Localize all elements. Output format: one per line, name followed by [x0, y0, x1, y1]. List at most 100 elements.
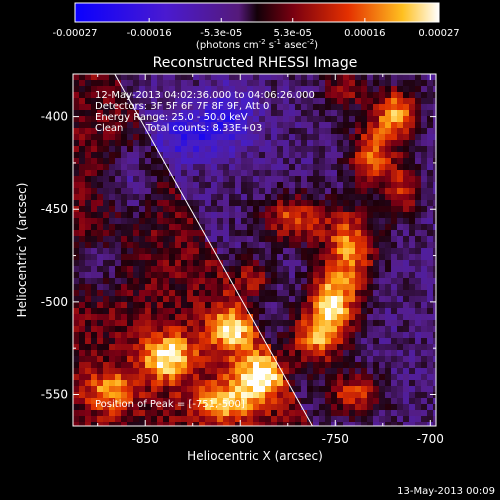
heatmap-cell: [415, 296, 422, 303]
heatmap-cell: [133, 320, 140, 327]
heatmap-cell: [145, 398, 152, 405]
heatmap-cell: [133, 188, 140, 195]
heatmap-cell: [163, 176, 170, 183]
heatmap-cell: [397, 158, 404, 165]
heatmap-cell: [391, 80, 398, 87]
heatmap-cell: [277, 368, 284, 375]
heatmap-cell: [331, 236, 338, 243]
heatmap-cell: [133, 212, 140, 219]
heatmap-cell: [109, 170, 116, 177]
heatmap-cell: [199, 86, 206, 93]
heatmap-cell: [199, 128, 206, 135]
heatmap-cell: [181, 302, 188, 309]
heatmap-cell: [193, 158, 200, 165]
heatmap-cell: [337, 170, 344, 177]
heatmap-cell: [175, 416, 182, 423]
heatmap-cell: [103, 356, 110, 363]
heatmap-cell: [121, 302, 128, 309]
heatmap-cell: [427, 302, 434, 309]
heatmap-cell: [187, 368, 194, 375]
heatmap-cell: [397, 128, 404, 135]
heatmap-cell: [181, 404, 188, 411]
heatmap-cell: [409, 392, 416, 399]
heatmap-cell: [397, 92, 404, 99]
heatmap-cell: [307, 326, 314, 333]
heatmap-cell: [325, 386, 332, 393]
heatmap-cell: [187, 236, 194, 243]
heatmap-cell: [361, 326, 368, 333]
heatmap-cell: [373, 266, 380, 273]
heatmap-cell: [247, 332, 254, 339]
heatmap-cell: [115, 350, 122, 357]
heatmap-cell: [109, 98, 116, 105]
heatmap-cell: [247, 416, 254, 423]
heatmap-cell: [415, 158, 422, 165]
heatmap-cell: [229, 368, 236, 375]
heatmap-cell: [379, 116, 386, 123]
heatmap-cell: [247, 326, 254, 333]
heatmap-cell: [361, 398, 368, 405]
heatmap-cell: [265, 314, 272, 321]
heatmap-cell: [151, 356, 158, 363]
heatmap-cell: [355, 362, 362, 369]
heatmap-cell: [139, 374, 146, 381]
heatmap-cell: [103, 362, 110, 369]
heatmap-cell: [421, 194, 428, 201]
heatmap-cell: [223, 224, 230, 231]
heatmap-cell: [241, 158, 248, 165]
heatmap-cell: [97, 146, 104, 153]
heatmap-cell: [235, 266, 242, 273]
heatmap-cell: [265, 260, 272, 267]
heatmap-cell: [319, 182, 326, 189]
heatmap-cell: [127, 170, 134, 177]
heatmap-cell: [241, 248, 248, 255]
heatmap-cell: [355, 296, 362, 303]
heatmap-cell: [403, 380, 410, 387]
heatmap-cell: [427, 260, 434, 267]
heatmap-cell: [181, 230, 188, 237]
heatmap-cell: [277, 308, 284, 315]
heatmap-cell: [421, 74, 428, 81]
heatmap-cell: [229, 92, 236, 99]
heatmap-cell: [307, 212, 314, 219]
heatmap-cell: [343, 182, 350, 189]
heatmap-cell: [295, 290, 302, 297]
heatmap-cell: [433, 218, 436, 225]
heatmap-cell: [301, 338, 308, 345]
heatmap-cell: [181, 314, 188, 321]
heatmap-cell: [289, 380, 296, 387]
heatmap-cell: [127, 302, 134, 309]
heatmap-cell: [343, 320, 350, 327]
heatmap-cell: [361, 242, 368, 249]
heatmap-cell: [85, 296, 92, 303]
heatmap-cell: [373, 302, 380, 309]
heatmap-cell: [133, 146, 140, 153]
heatmap-cell: [211, 218, 218, 225]
heatmap-cell: [139, 404, 146, 411]
heatmap-cell: [91, 224, 98, 231]
heatmap-cell: [415, 104, 422, 111]
heatmap-cell: [103, 260, 110, 267]
heatmap-cell: [151, 422, 158, 426]
heatmap-cell: [409, 350, 416, 357]
heatmap-cell: [133, 338, 140, 345]
heatmap-cell: [163, 92, 170, 99]
energy-range-text: Energy Range: 25.0 - 50.0 keV: [95, 112, 248, 123]
heatmap-cell: [79, 326, 86, 333]
heatmap-cell: [205, 338, 212, 345]
heatmap-cell: [415, 182, 422, 189]
heatmap-cell: [319, 200, 326, 207]
heatmap-cell: [331, 302, 338, 309]
heatmap-cell: [361, 320, 368, 327]
heatmap-cell: [319, 242, 326, 249]
heatmap-cell: [169, 278, 176, 285]
heatmap-cell: [361, 194, 368, 201]
heatmap-cell: [337, 284, 344, 291]
heatmap-cell: [217, 206, 224, 213]
heatmap-cell: [373, 188, 380, 195]
heatmap-cell: [247, 176, 254, 183]
heatmap-cell: [139, 368, 146, 375]
heatmap-cell: [427, 338, 434, 345]
heatmap-cell: [115, 392, 122, 399]
heatmap-cell: [241, 236, 248, 243]
